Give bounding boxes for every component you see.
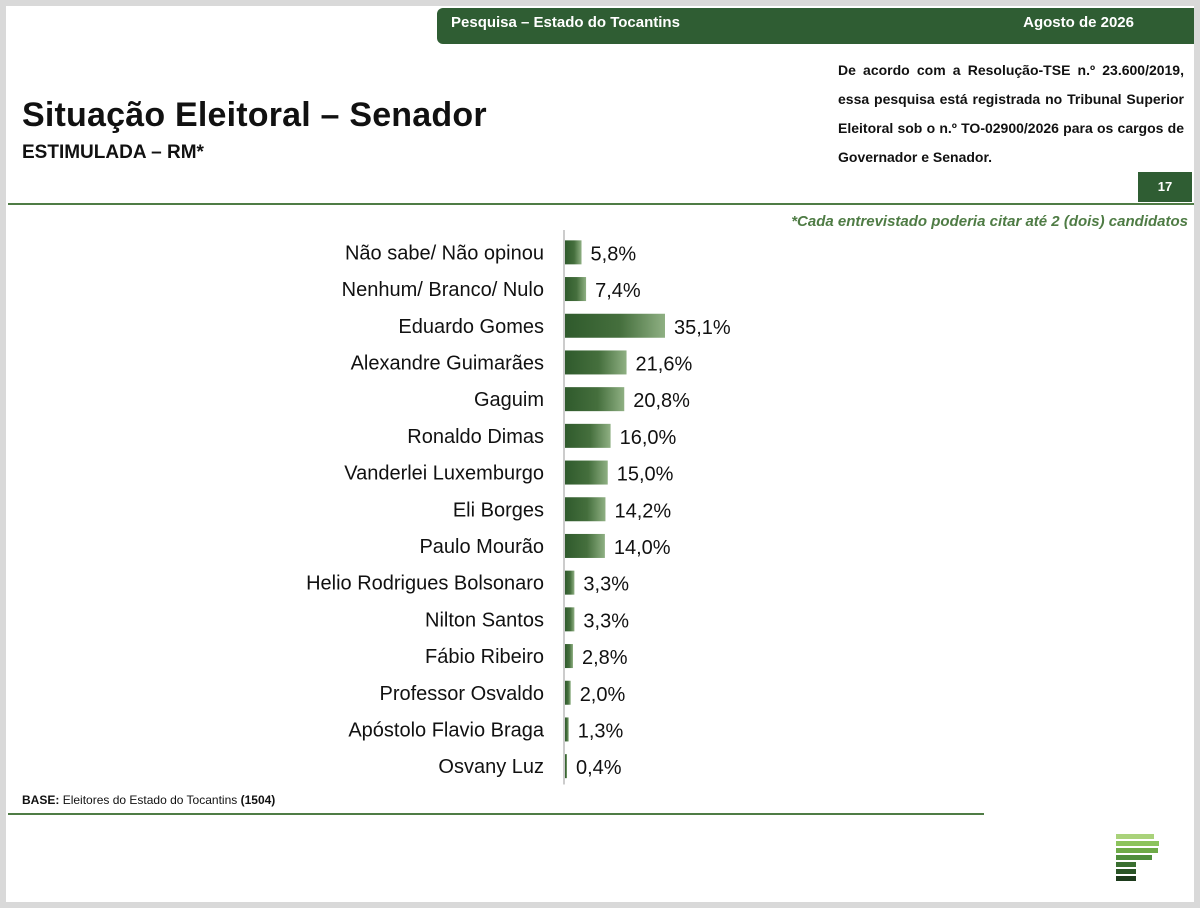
- base-note: BASE: Eleitores do Estado do Tocantins (…: [22, 793, 275, 807]
- bar: [565, 570, 575, 595]
- bar: [565, 277, 587, 302]
- base-text: Eleitores do Estado do Tocantins: [62, 793, 238, 807]
- category-label: Nilton Santos: [425, 609, 544, 631]
- data-label: 3,3%: [583, 574, 629, 596]
- data-label: 14,2%: [614, 500, 671, 522]
- category-label: Osvany Luz: [438, 756, 544, 778]
- header-date: Agosto de 2026: [1023, 14, 1134, 31]
- category-label: Fábio Ribeiro: [425, 646, 544, 668]
- category-label: Paulo Mourão: [419, 536, 544, 558]
- bar: [565, 680, 571, 705]
- bar: [565, 387, 625, 412]
- bar: [565, 350, 627, 375]
- base-label: BASE:: [22, 793, 60, 807]
- page-number-badge: 17: [1138, 172, 1192, 202]
- category-label: Helio Rodrigues Bolsonaro: [306, 573, 544, 595]
- divider-top: [8, 203, 1194, 205]
- data-label: 20,8%: [633, 390, 690, 412]
- category-label: Ronaldo Dimas: [407, 426, 544, 448]
- category-label: Não sabe/ Não opinou: [345, 242, 544, 264]
- divider-bottom: [8, 813, 984, 815]
- bar: [565, 240, 582, 265]
- bar: [565, 497, 606, 522]
- registration-note: De acordo com a Resolução-TSE n.º 23.600…: [838, 62, 1184, 165]
- footnote: *Cada entrevistado poderia citar até 2 (…: [791, 213, 1188, 230]
- bar: [565, 717, 569, 742]
- bar-chart: Não sabe/ Não opinou 5,8% Nenhum/ Branco/ …: [306, 230, 731, 785]
- data-label: 5,8%: [591, 243, 637, 265]
- category-label: Gaguim: [474, 389, 544, 411]
- data-label: 35,1%: [674, 317, 731, 339]
- data-label: 16,0%: [620, 427, 677, 449]
- category-label: Eli Borges: [453, 499, 544, 521]
- category-label: Alexandre Guimarães: [351, 352, 544, 374]
- data-label: 2,8%: [582, 647, 628, 669]
- brand-logo-icon: [1116, 834, 1159, 881]
- data-label: 3,3%: [583, 610, 629, 632]
- category-label: Nenhum/ Branco/ Nulo: [342, 279, 544, 301]
- category-label: Vanderlei Luxemburgo: [344, 463, 544, 485]
- bar: [565, 533, 605, 558]
- category-label: Apóstolo Flavio Braga: [348, 719, 545, 741]
- bar: [565, 607, 575, 632]
- data-label: 0,4%: [576, 757, 622, 779]
- data-label: 21,6%: [636, 353, 693, 375]
- data-label: 2,0%: [580, 684, 626, 706]
- chart-title: Situação Eleitoral – Senador: [22, 96, 487, 134]
- data-label: 7,4%: [595, 280, 641, 302]
- bar: [565, 460, 608, 485]
- category-label: Professor Osvaldo: [379, 683, 544, 705]
- bar: [565, 313, 665, 338]
- bar: [565, 644, 573, 669]
- data-label: 15,0%: [617, 464, 674, 486]
- category-label: Eduardo Gomes: [398, 316, 544, 338]
- base-count: (1504): [240, 793, 276, 807]
- bar: [565, 423, 611, 448]
- chart-subtitle: ESTIMULADA – RM*: [22, 142, 204, 163]
- bar: [565, 754, 567, 779]
- data-label: 1,3%: [578, 720, 624, 742]
- header-bar: Pesquisa – Estado do Tocantins Agosto de…: [437, 8, 1194, 44]
- header-title: Pesquisa – Estado do Tocantins: [451, 14, 680, 31]
- data-label: 14,0%: [614, 537, 671, 559]
